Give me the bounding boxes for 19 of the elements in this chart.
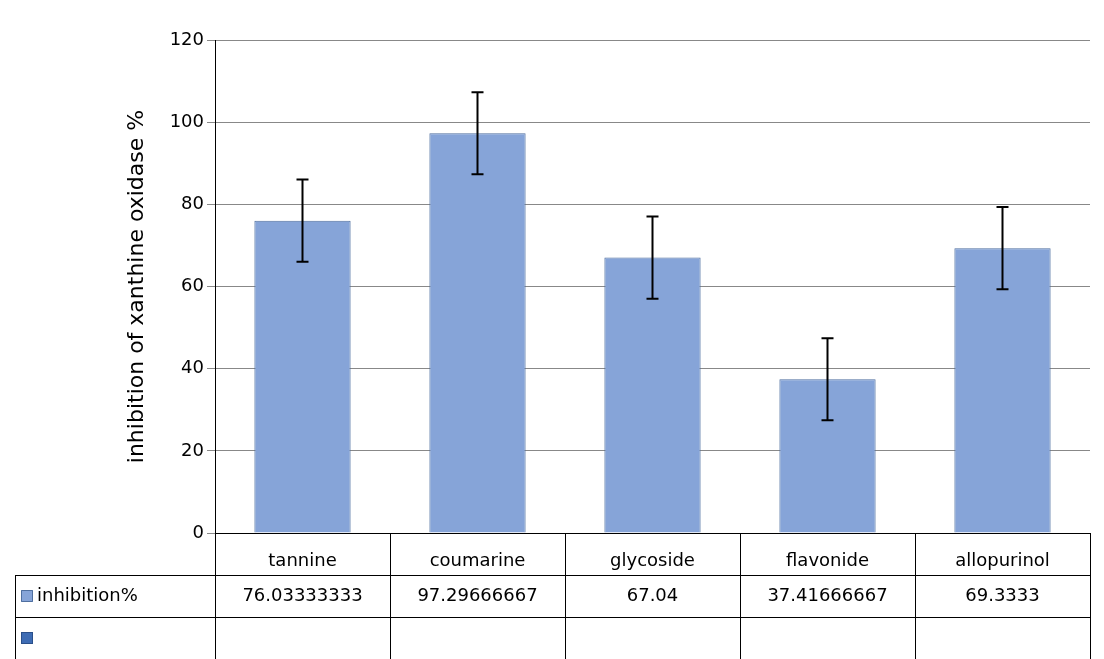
x-tick-label: tannine [268, 549, 337, 571]
y-tick-label: 80 [181, 192, 204, 214]
data-label: 69.3333 [965, 583, 1040, 605]
y-tick-label: 40 [181, 356, 204, 378]
y-tick-label: 60 [181, 274, 204, 296]
y-tick-label: 0 [192, 520, 204, 542]
y-tick-label: 100 [169, 109, 204, 131]
x-tick-label: coumarine [429, 549, 526, 571]
data-label: 67.04 [626, 583, 679, 605]
x-tick-label: allopurinol [955, 549, 1050, 571]
data-label: 97.29666667 [417, 583, 538, 605]
x-tick-label: glycoside [610, 549, 695, 571]
y-axis-title: inhibition of xanthine oxidase % [122, 109, 148, 464]
x-tick-label: flavonide [786, 549, 869, 571]
legend-label: inhibition% [37, 583, 138, 605]
data-label: 76.03333333 [242, 583, 363, 605]
y-tick-label: 20 [181, 438, 204, 460]
data-label: 37.41666667 [767, 583, 888, 605]
y-tick-label: 120 [169, 27, 204, 49]
